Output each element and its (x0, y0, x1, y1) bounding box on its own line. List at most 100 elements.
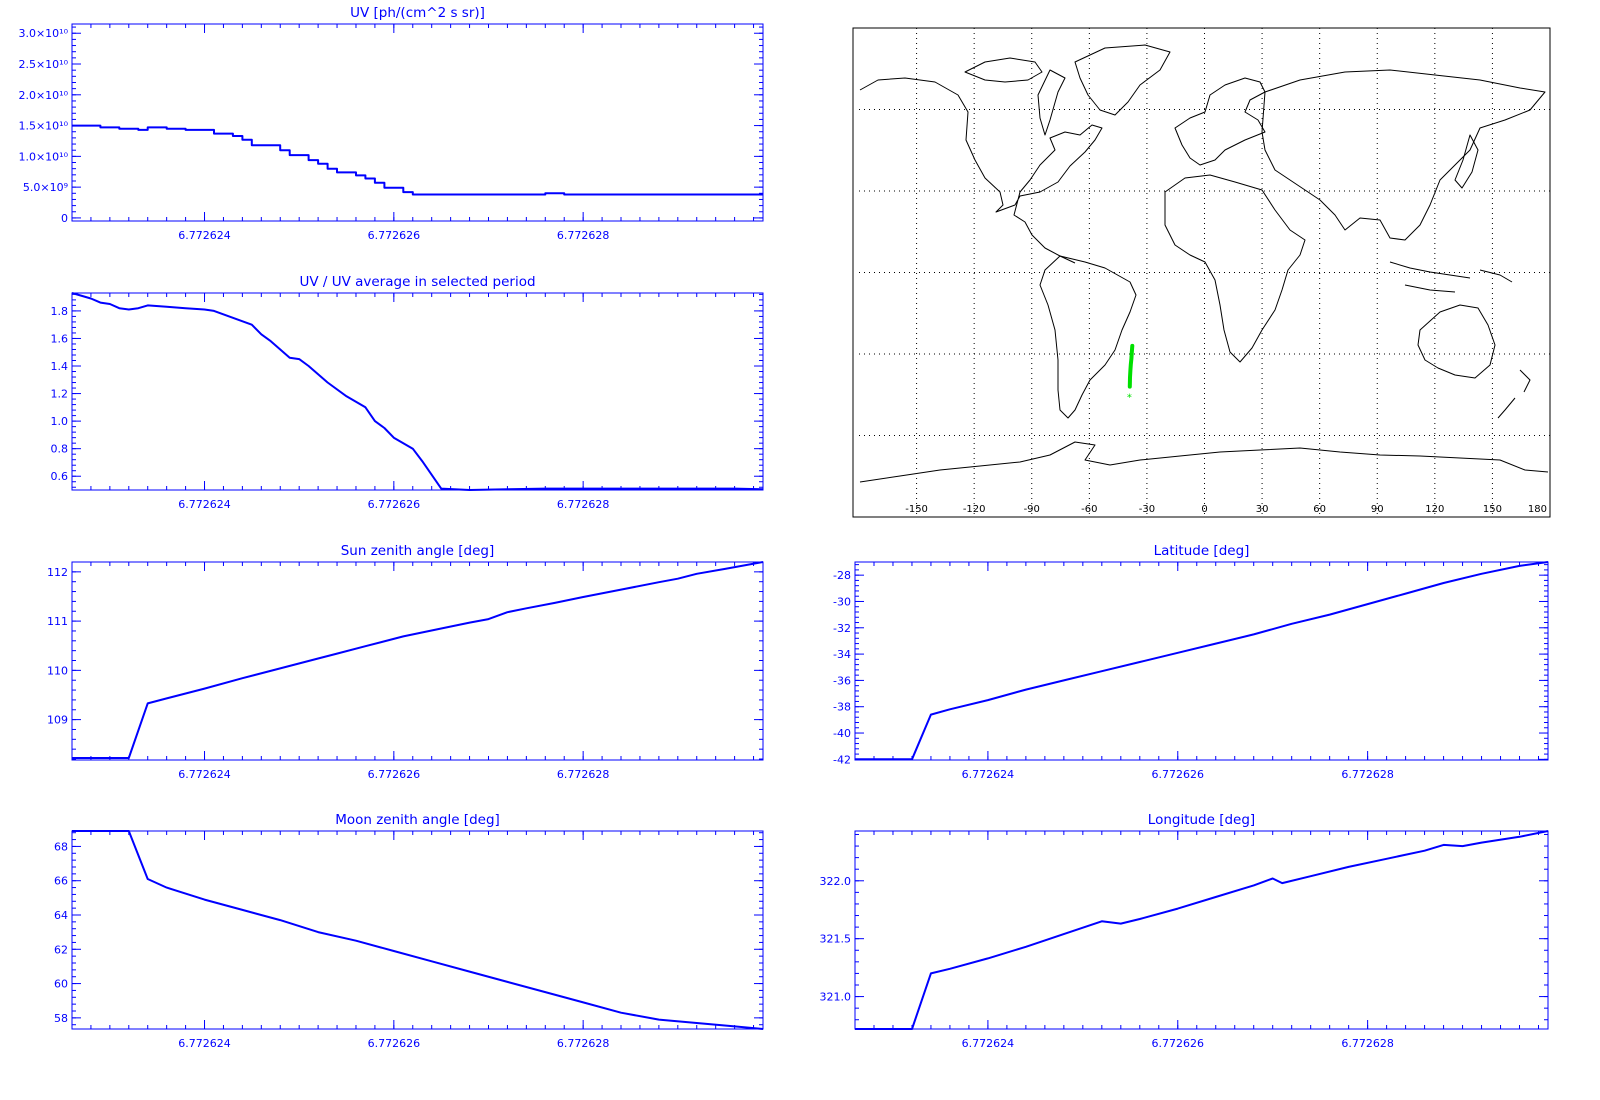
x-tick-label: 6.772626 (368, 498, 421, 511)
plot-title: UV [ph/(cm^2 s sr)] (350, 5, 485, 21)
map-lon-label: 30 (1256, 504, 1269, 515)
y-tick-label: 1.8 (51, 305, 69, 318)
x-tick-label: 6.772626 (1152, 768, 1205, 781)
coast-south-america (1039, 255, 1137, 419)
map-grid (859, 28, 1550, 517)
coast-arctic-islands (964, 57, 1066, 136)
longitude-axis-labels: -150 -120 -90 -60 -30 0 30 60 90 120 150 180 (905, 504, 1547, 515)
y-tick-label: 0.8 (51, 443, 69, 456)
plot-frame (71, 292, 764, 491)
plot-title: Latitude [deg] (1154, 543, 1250, 559)
y-tick-label: 109 (47, 714, 68, 727)
data-series-line (71, 292, 764, 491)
y-tick-label: 3.0×10¹⁰ (18, 27, 68, 40)
y-tick-label: 5.0×10⁹ (23, 181, 68, 194)
y-tick-label: 110 (47, 664, 68, 677)
plot-title: UV / UV average in selected period (299, 274, 535, 290)
x-tick-label: 6.772626 (1152, 1037, 1205, 1050)
x-tick-label: 6.772624 (962, 1037, 1015, 1050)
x-tick-label: 6.772626 (368, 768, 421, 781)
y-tick-label: -30 (833, 595, 851, 608)
data-series-line (72, 124, 763, 196)
plot-title: Moon zenith angle [deg] (335, 812, 500, 828)
y-tick-label: -34 (833, 648, 851, 661)
plot-frame (71, 23, 764, 222)
x-tick-label: 6.772628 (557, 229, 610, 242)
y-tick-label: -32 (833, 622, 851, 635)
data-series-line (72, 830, 764, 1030)
map-lon-label: 180 (1528, 504, 1547, 515)
map-lon-label: 150 (1483, 504, 1502, 515)
y-tick-label: -28 (833, 569, 851, 582)
coast-australia (1417, 304, 1496, 379)
y-tick-label: 1.6 (51, 332, 69, 345)
x-tick-label: 6.772626 (368, 1037, 421, 1050)
x-tick-label: 6.772624 (178, 1037, 231, 1050)
y-tick-label: 1.4 (51, 360, 69, 373)
map-lon-label: 0 (1201, 504, 1207, 515)
satellite-track (1127, 343, 1135, 389)
x-tick-label: 6.772624 (178, 768, 231, 781)
y-tick-label: -36 (833, 674, 851, 687)
plot-title: Longitude [deg] (1148, 812, 1255, 828)
map-lon-label: -30 (1139, 504, 1155, 515)
plot-title: Sun zenith angle [deg] (341, 543, 495, 559)
data-series-line (72, 561, 764, 759)
coast-japan (1454, 134, 1479, 189)
coastlines (859, 44, 1549, 483)
y-tick-label: 0.6 (51, 470, 69, 483)
coast-asia (1261, 69, 1546, 241)
y-tick-label: 58 (54, 1012, 68, 1025)
plot-frame (71, 830, 764, 1030)
map-lon-label: 90 (1371, 504, 1384, 515)
map-lon-label: -60 (1081, 504, 1097, 515)
x-tick-label: 6.772624 (178, 498, 231, 511)
map-lon-label: -90 (1024, 504, 1040, 515)
y-tick-label: 62 (54, 943, 68, 956)
plot-frame (854, 830, 1549, 1030)
y-tick-label: 1.0×10¹⁰ (18, 150, 68, 163)
y-tick-label: 1.2 (51, 388, 69, 401)
y-tick-label: -40 (833, 727, 851, 740)
y-tick-label: 322.0 (820, 875, 852, 888)
plot-frame (854, 561, 1549, 761)
map-lon-label: -150 (905, 504, 928, 515)
y-tick-label: 0 (61, 212, 68, 225)
y-tick-label: 1.5×10¹⁰ (18, 120, 68, 133)
y-tick-label: 66 (54, 875, 68, 888)
y-tick-label: 111 (47, 615, 68, 628)
y-tick-label: 2.5×10¹⁰ (18, 58, 68, 71)
x-tick-label: 6.772628 (557, 498, 610, 511)
x-tick-label: 6.772624 (178, 229, 231, 242)
coast-antarctica (859, 441, 1549, 483)
x-tick-label: 6.772624 (962, 768, 1015, 781)
coast-indonesia (1389, 261, 1513, 293)
map-lon-label: 60 (1313, 504, 1326, 515)
y-tick-label: -38 (833, 701, 851, 714)
y-tick-label: 112 (47, 566, 68, 579)
coast-africa (1164, 174, 1306, 363)
x-tick-label: 6.772628 (557, 768, 610, 781)
y-tick-label: -42 (833, 753, 851, 766)
y-tick-label: 64 (54, 909, 68, 922)
map-lon-label: 120 (1425, 504, 1444, 515)
map-lon-label: -120 (963, 504, 986, 515)
data-series-line (855, 830, 1549, 1030)
track-start-marker: * (1127, 393, 1132, 404)
data-series-line (855, 561, 1549, 761)
x-tick-label: 6.772628 (1341, 768, 1394, 781)
y-tick-label: 321.5 (820, 933, 852, 946)
coast-greenland (1074, 44, 1171, 116)
y-tick-label: 1.0 (51, 415, 69, 428)
x-tick-label: 6.772626 (368, 229, 421, 242)
y-tick-label: 68 (54, 840, 68, 853)
y-tick-label: 60 (54, 978, 68, 991)
y-tick-label: 321.0 (820, 991, 852, 1004)
coast-new-zealand (1497, 369, 1531, 419)
